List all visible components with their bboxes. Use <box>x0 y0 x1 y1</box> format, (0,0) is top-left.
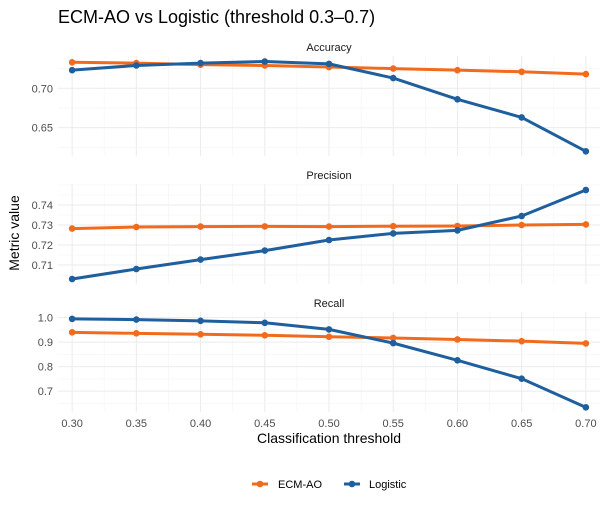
data-point-logistic <box>68 275 76 283</box>
panel-strip-label: Accuracy <box>306 42 352 54</box>
x-axis-title: Classification threshold <box>257 430 401 446</box>
data-point-logistic <box>261 247 269 254</box>
data-point-logistic <box>261 58 269 65</box>
chart-panels: Accuracy 0.65 0.70 Precision 0.71 0.72 0.73 0.7… <box>32 42 600 412</box>
data-point-logistic <box>389 339 397 347</box>
x-tick-label: 0.50 <box>318 418 339 430</box>
x-tick-label: 0.30 <box>61 418 82 430</box>
y-tick-label: 0.71 <box>32 260 53 272</box>
panel-recall: Recall 0.7 0.8 0.9 1.0 <box>38 298 600 412</box>
data-point-logistic <box>68 315 76 323</box>
legend-swatch-point <box>348 480 356 488</box>
data-point-ecm-ao <box>518 221 525 229</box>
data-point-ecm-ao <box>68 58 76 66</box>
data-point-logistic <box>197 317 204 325</box>
data-point-logistic <box>325 326 333 333</box>
y-tick-label: 0.73 <box>32 220 53 232</box>
panel-grid <box>58 184 600 284</box>
legend-item-ecm-ao: ECM-AO <box>252 479 322 491</box>
data-point-logistic <box>454 96 461 103</box>
chart-title: ECM-AO vs Logistic (threshold 0.3–0.7) <box>58 7 375 27</box>
data-point-ecm-ao <box>389 334 397 342</box>
x-tick-label: 0.65 <box>511 418 532 430</box>
data-point-logistic <box>518 212 525 220</box>
data-point-logistic <box>389 74 397 82</box>
data-point-logistic <box>68 66 76 74</box>
y-axis-title: Metric value <box>6 195 22 271</box>
data-point-ecm-ao <box>454 336 461 343</box>
data-point-ecm-ao <box>582 340 590 347</box>
data-point-logistic <box>261 319 269 327</box>
y-tick-label: 0.9 <box>38 337 53 349</box>
x-tick-label: 0.45 <box>254 418 275 430</box>
data-point-ecm-ao <box>68 329 76 336</box>
legend-item-logistic: Logistic <box>344 479 407 491</box>
y-tick-label: 0.70 <box>32 83 53 95</box>
panel-accuracy: Accuracy 0.65 0.70 <box>32 42 600 156</box>
data-point-ecm-ao <box>261 331 269 339</box>
data-point-logistic <box>389 230 397 237</box>
data-point-logistic <box>133 62 140 69</box>
panel-strip-label: Recall <box>314 298 345 310</box>
x-axis: 0.30 0.35 0.40 0.45 0.50 0.55 0.60 0.65 0.70 <box>61 418 596 430</box>
data-point-ecm-ao <box>325 333 333 341</box>
data-point-logistic <box>133 316 140 323</box>
legend-label: ECM-AO <box>278 479 322 491</box>
x-tick-label: 0.55 <box>383 418 404 430</box>
y-tick-label: 0.7 <box>38 386 53 398</box>
data-point-logistic <box>197 256 204 263</box>
data-point-logistic <box>197 59 204 67</box>
y-tick-label: 0.74 <box>32 200 53 212</box>
x-tick-label: 0.60 <box>447 418 468 430</box>
y-tick-label: 1.0 <box>38 313 53 325</box>
data-point-logistic <box>518 114 525 121</box>
data-point-logistic <box>454 356 461 364</box>
data-point-logistic <box>582 404 590 411</box>
data-point-ecm-ao <box>454 66 461 74</box>
y-tick-label: 0.65 <box>32 123 53 135</box>
legend: ECM-AO Logistic <box>252 479 407 491</box>
data-point-ecm-ao <box>133 223 140 231</box>
data-point-ecm-ao <box>261 223 269 230</box>
data-point-ecm-ao <box>325 223 333 230</box>
panel-precision: Precision 0.71 0.72 0.73 0.74 <box>32 170 600 284</box>
data-point-logistic <box>325 60 333 68</box>
data-point-logistic <box>133 265 140 273</box>
data-point-ecm-ao <box>197 331 204 338</box>
data-point-logistic <box>582 147 590 155</box>
data-point-ecm-ao <box>133 330 140 337</box>
x-tick-label: 0.40 <box>190 418 211 430</box>
data-point-ecm-ao <box>518 337 525 345</box>
data-point-logistic <box>325 236 333 244</box>
legend-swatch-point <box>256 480 264 488</box>
legend-label: Logistic <box>369 479 407 491</box>
y-tick-label: 0.72 <box>32 240 53 252</box>
data-point-ecm-ao <box>582 221 590 228</box>
data-point-ecm-ao <box>68 225 76 232</box>
x-tick-label: 0.70 <box>575 418 596 430</box>
data-point-logistic <box>518 375 525 382</box>
data-point-ecm-ao <box>197 223 204 230</box>
x-tick-label: 0.35 <box>126 418 147 430</box>
data-point-ecm-ao <box>518 68 525 76</box>
data-point-ecm-ao <box>389 65 397 72</box>
y-tick-label: 0.8 <box>38 362 53 374</box>
data-point-logistic <box>454 227 461 234</box>
data-point-ecm-ao <box>582 70 590 78</box>
panel-strip-label: Precision <box>306 170 351 182</box>
data-point-logistic <box>582 186 590 194</box>
data-point-ecm-ao <box>389 222 397 230</box>
